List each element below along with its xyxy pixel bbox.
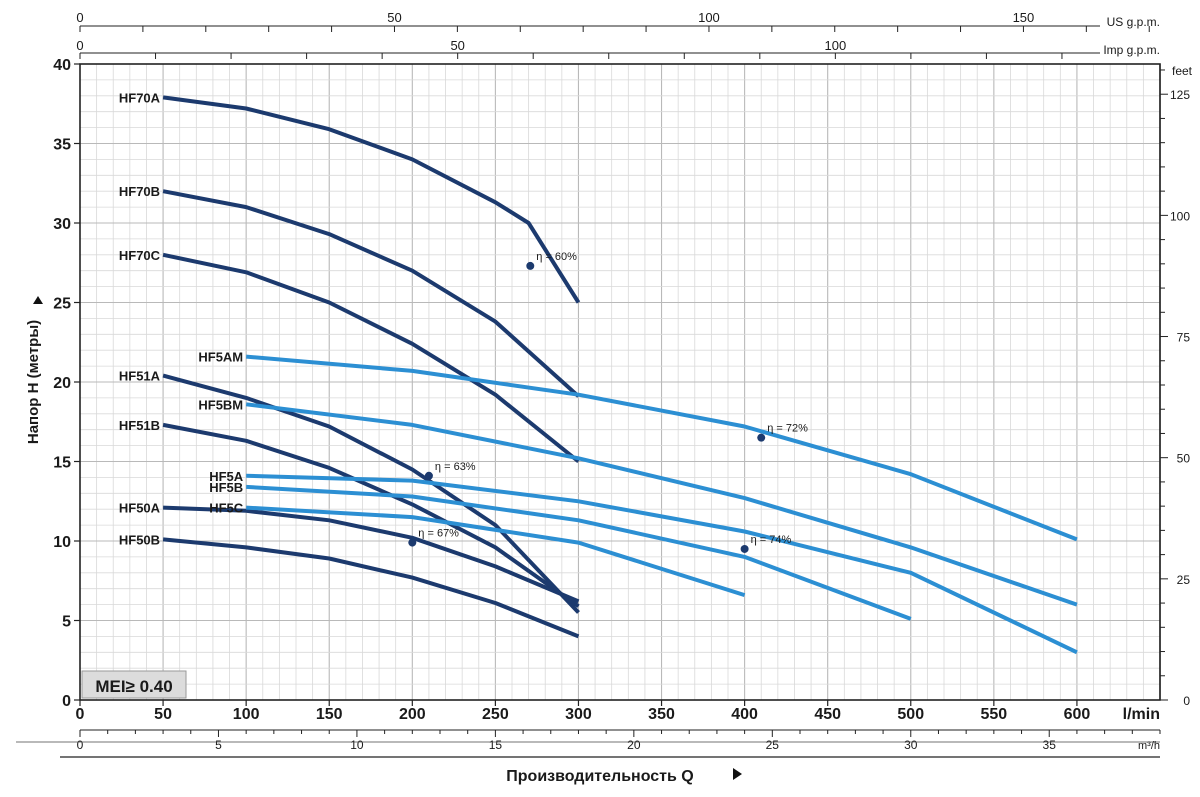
feet-tick-label: 125: [1170, 88, 1190, 102]
feet-tick-label: 75: [1177, 331, 1191, 345]
efficiency-label: η = 67%: [418, 528, 459, 540]
series-line-hf50a: [163, 505, 580, 604]
imp-gpm-tick-label: 50: [450, 38, 464, 53]
y-tick-label: 25: [53, 296, 71, 313]
efficiency-label: η = 60%: [536, 251, 577, 263]
imp-gpm-tick-label: 100: [824, 38, 846, 53]
y-tick-label: 20: [53, 375, 71, 392]
series-label-hf70a: HF70A: [119, 90, 161, 105]
series-label-hf51b: HF51B: [119, 418, 160, 433]
series-label-hf5am: HF5AM: [198, 350, 243, 365]
series-line-hf5a: [246, 473, 1078, 655]
efficiency-point: [757, 433, 766, 442]
imp-gpm-tick-label: 0: [76, 38, 83, 53]
x-tick-label: 0: [76, 706, 85, 723]
m3h-tick-label: 20: [627, 738, 641, 752]
series-line-hf70c: [162, 252, 580, 464]
series-label-hf51a: HF51A: [119, 369, 161, 384]
m3h-tick-label: 5: [215, 738, 222, 752]
y-tick-label: 40: [53, 57, 71, 74]
y-axis-arrow-icon: [33, 296, 43, 304]
x-tick-label: 600: [1064, 706, 1091, 723]
y-tick-label: 35: [53, 137, 71, 154]
feet-tick-label: 25: [1177, 573, 1191, 587]
x-tick-label: 500: [897, 706, 924, 723]
series-line-hf5b: [246, 484, 912, 621]
m3h-tick-label: 25: [766, 738, 780, 752]
us-gpm-tick-label: 0: [76, 10, 83, 25]
x-axis-arrow-icon: [733, 768, 742, 780]
annotations-layer: η = 60% η = 63% η = 67% η = 72% η = 74%: [408, 251, 808, 553]
y-tick-label: 15: [53, 455, 71, 472]
y-tick-label: 30: [53, 216, 71, 233]
m3h-tick-label: 30: [904, 738, 918, 752]
efficiency-label: η = 72%: [767, 423, 808, 435]
axes-layer: 0 50 100 150 200 250 300 350 400 450 500 550 6000510…: [16, 10, 1191, 758]
series-line-hf5c: [246, 505, 746, 598]
x-tick-label: 50: [154, 706, 172, 723]
y-axis-title: Напор H (метры): [25, 320, 42, 444]
x-tick-label: 100: [233, 706, 260, 723]
m3h-tick-label: 0: [77, 738, 84, 752]
efficiency-label: η = 63%: [435, 461, 476, 473]
efficiency-point: [408, 538, 417, 547]
series-line-hf50b: [162, 537, 580, 639]
m3h-tick-label: 15: [489, 738, 503, 752]
series-line-hf70a: [162, 95, 581, 304]
us-gpm-tick-label: 100: [698, 10, 720, 25]
feet-tick-label: 100: [1170, 209, 1190, 223]
series-line-hf5am: [246, 354, 1078, 542]
x-tick-label: 400: [731, 706, 758, 723]
imp-gpm-unit-label: Imp g.p.m.: [1103, 43, 1160, 57]
m3h-unit-label: m³/h: [1138, 740, 1160, 752]
m3h-tick-label: 10: [350, 738, 364, 752]
x-tick-label: 150: [316, 706, 343, 723]
feet-tick-label: 50: [1177, 452, 1191, 466]
efficiency-point: [424, 471, 433, 480]
us-gpm-tick-label: 50: [387, 10, 401, 25]
series-label-hf50a: HF50A: [119, 501, 161, 516]
series-line-hf70b: [162, 189, 580, 398]
feet-unit-label: feet: [1172, 64, 1193, 78]
series-label-hf5b: HF5B: [209, 480, 243, 495]
series-label-hf5a: HF5A: [209, 469, 244, 484]
efficiency-point: [740, 544, 749, 553]
us-gpm-tick-label: 150: [1013, 10, 1035, 25]
series-label-hf50b: HF50B: [119, 532, 160, 547]
efficiency-label: η = 74%: [751, 534, 792, 546]
y-tick-label: 0: [62, 693, 71, 710]
efficiency-point: [526, 261, 535, 270]
feet-tick-label: 0: [1183, 694, 1190, 708]
x-tick-label: 450: [814, 706, 841, 723]
x-unit-label: l/min: [1123, 706, 1160, 723]
series-layer: HF70A HF70B HF70C HF51A HF51B HF50A HF50B HF5AM…: [119, 90, 1078, 655]
x-tick-label: 350: [648, 706, 675, 723]
series-label-hf5bm: HF5BM: [198, 397, 243, 412]
x-tick-label: 250: [482, 706, 509, 723]
mei-badge-text: MEI≥ 0.40: [95, 677, 172, 696]
x-tick-label: 550: [980, 706, 1007, 723]
grid: [80, 64, 1160, 700]
y-tick-label: 5: [62, 614, 71, 631]
m3h-tick-label: 35: [1043, 738, 1057, 752]
series-line-hf51a: [162, 373, 580, 614]
series-line-hf51b: [162, 422, 580, 608]
series-label-hf5c: HF5C: [209, 501, 244, 516]
y-tick-label: 10: [53, 534, 71, 551]
series-label-hf70c: HF70C: [119, 248, 161, 263]
us-gpm-unit-label: US g.p.m.: [1107, 15, 1160, 29]
mei-badge: MEI≥ 0.40: [81, 670, 187, 699]
x-tick-label: 200: [399, 706, 426, 723]
series-label-hf70b: HF70B: [119, 184, 160, 199]
x-tick-label: 300: [565, 706, 592, 723]
x-axis-title: Производительность Q: [506, 768, 693, 785]
series-line-hf5bm: [245, 402, 1078, 607]
